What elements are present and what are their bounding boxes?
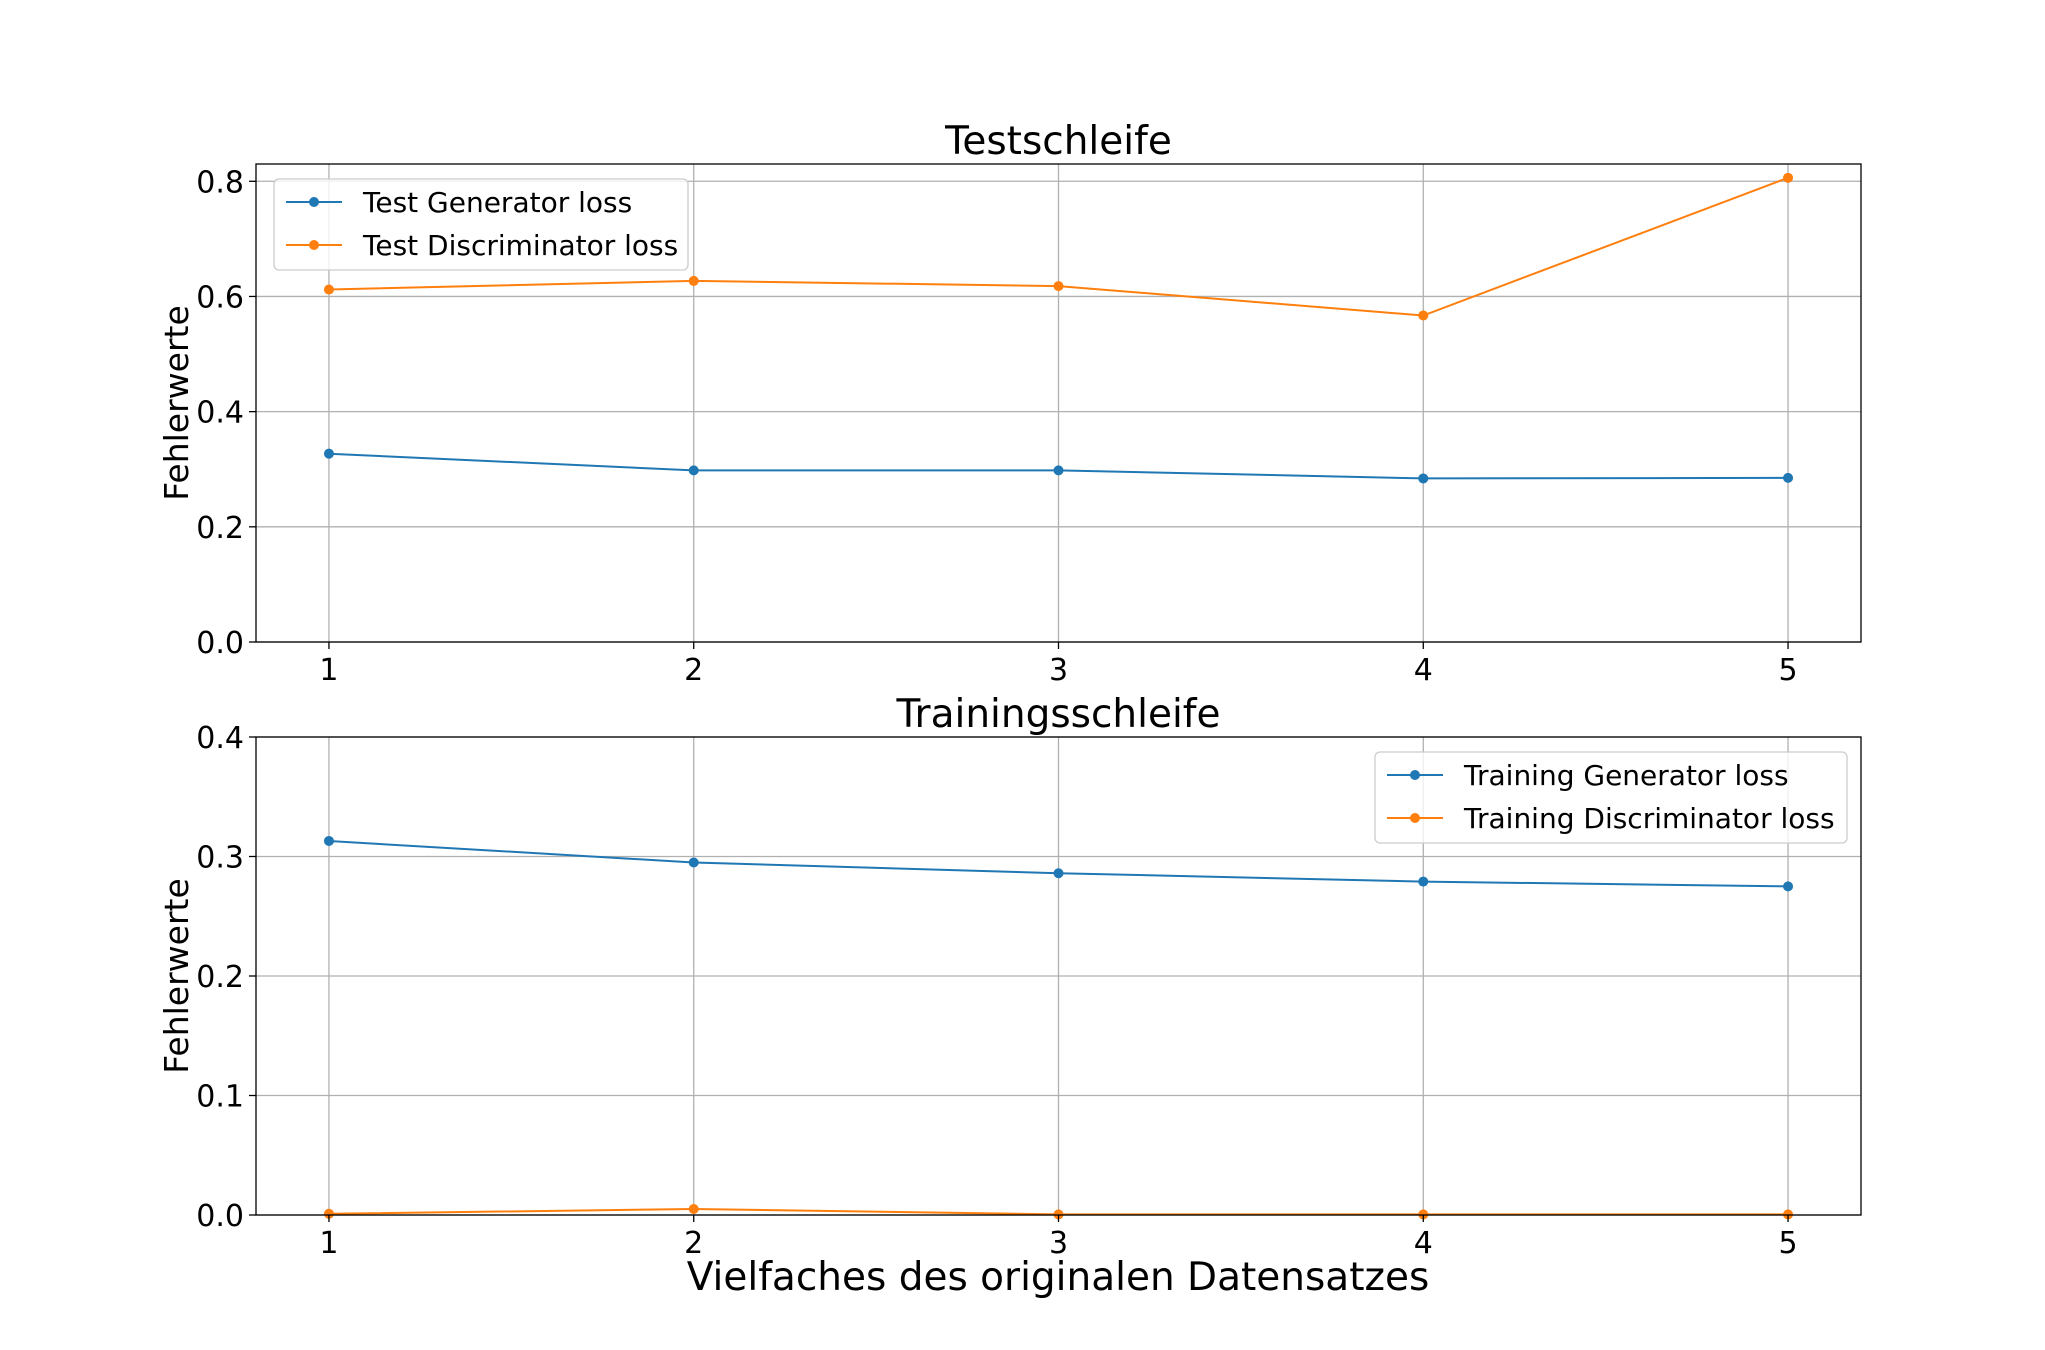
x-tick-label: 2 bbox=[684, 1226, 703, 1261]
legend-box bbox=[1374, 751, 1848, 844]
data-point bbox=[1783, 472, 1794, 483]
chart-title: Trainingsschleife bbox=[895, 692, 1220, 737]
x-tick-label: 1 bbox=[319, 1226, 338, 1261]
x-tick-label: 3 bbox=[1049, 1226, 1068, 1261]
data-point bbox=[688, 465, 699, 476]
y-tick-label: 0.4 bbox=[196, 396, 244, 431]
data-point bbox=[1418, 310, 1429, 321]
data-point bbox=[323, 1208, 334, 1219]
legend-marker bbox=[1410, 770, 1420, 780]
x-tick-label: 3 bbox=[1049, 653, 1068, 688]
x-tick-label: 1 bbox=[319, 653, 338, 688]
x-tick-label: 4 bbox=[1414, 653, 1433, 688]
legend-entry: Training Discriminator loss bbox=[1463, 802, 1835, 835]
y-tick-label: 0.0 bbox=[196, 626, 244, 661]
legend-marker bbox=[309, 197, 319, 207]
x-axis-label: Vielfaches des originalen Datensatzes bbox=[687, 1255, 1430, 1300]
chart-panel-1: 1 2 3 4 5 0.0 0.2 0.4 0.6 0.8 Testschleife Fehlerwe… bbox=[157, 119, 1862, 688]
y-axis-label: Fehlerwerte bbox=[157, 878, 196, 1074]
y-tick-label: 0.0 bbox=[196, 1199, 244, 1234]
data-point bbox=[688, 857, 699, 868]
data-point bbox=[1053, 281, 1064, 292]
data-point bbox=[688, 275, 699, 286]
x-tick-label: 2 bbox=[684, 653, 703, 688]
data-point bbox=[323, 835, 334, 846]
x-tick-label: 5 bbox=[1778, 653, 1797, 688]
legend-entry: Test Generator loss bbox=[362, 186, 632, 219]
y-tick-label: 0.3 bbox=[196, 841, 244, 876]
x-tick-label: 5 bbox=[1778, 1226, 1797, 1261]
legend-marker bbox=[1410, 813, 1420, 823]
data-point bbox=[1053, 868, 1064, 879]
legend-entry: Training Generator loss bbox=[1463, 759, 1789, 792]
y-tick-label: 0.4 bbox=[196, 721, 244, 756]
legend-box bbox=[273, 178, 689, 271]
data-point bbox=[1053, 465, 1064, 476]
legend: Test Generator loss Test Discriminator lo… bbox=[273, 178, 689, 271]
y-tick-label: 0.6 bbox=[196, 280, 244, 315]
y-tick-label: 0.1 bbox=[196, 1080, 244, 1115]
data-point bbox=[323, 448, 334, 459]
y-axis-label: Fehlerwerte bbox=[157, 305, 196, 501]
legend-entry: Test Discriminator loss bbox=[362, 229, 678, 262]
data-point bbox=[1418, 876, 1429, 887]
chart-panel-2: 1 2 3 4 5 0.0 0.1 0.2 0.3 0.4 Trainingsschleife Feh… bbox=[157, 692, 1862, 1261]
data-point bbox=[688, 1204, 699, 1215]
legend: Training Generator loss Training Discrimi… bbox=[1374, 751, 1848, 844]
x-tick-label: 4 bbox=[1414, 1226, 1433, 1261]
y-tick-label: 0.8 bbox=[196, 165, 244, 200]
data-point bbox=[323, 284, 334, 295]
data-point bbox=[1418, 473, 1429, 484]
data-point bbox=[1783, 172, 1794, 183]
y-tick-label: 0.2 bbox=[196, 960, 244, 995]
chart-title: Testschleife bbox=[944, 119, 1172, 164]
data-point bbox=[1783, 881, 1794, 892]
legend-marker bbox=[309, 240, 319, 250]
y-tick-label: 0.2 bbox=[196, 511, 244, 546]
